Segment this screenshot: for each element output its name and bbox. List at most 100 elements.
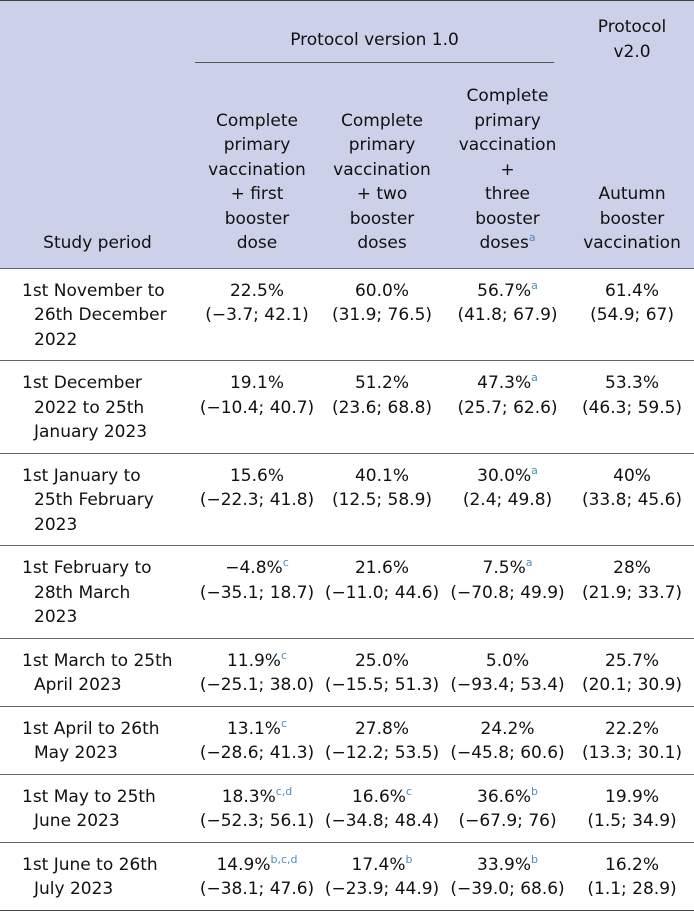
- confidence-interval: (−39.0; 68.6): [450, 879, 565, 899]
- effectiveness-cell: 25.7% (20.1; 30.9): [570, 637, 694, 706]
- effectiveness-value: 36.6%: [477, 786, 532, 807]
- study-period-line: 1st December: [22, 373, 142, 393]
- table-row: 1st May to 25th June 2023 18.3%c,d (−52.3; …: [0, 773, 694, 842]
- effectiveness-cell: 15.6% (−22.3; 41.8): [195, 452, 319, 546]
- confidence-interval: (−38.1; 47.6): [199, 879, 315, 899]
- effectiveness-cell: −4.8%c (−35.1; 18.7): [195, 545, 319, 638]
- effectiveness-cell: 18.3%c,d (−52.3; 56.1): [195, 773, 319, 842]
- effectiveness-value: 19.1%: [229, 373, 284, 393]
- confidence-interval: (13.3; 30.1): [581, 743, 683, 763]
- confidence-interval: (−35.1; 18.7): [199, 582, 315, 603]
- study-period-line: 1st February to: [22, 558, 152, 578]
- study-period-line: 2023: [34, 607, 78, 627]
- effectiveness-cell: 51.2% (23.6; 68.8): [319, 360, 445, 453]
- effectiveness-cell: 24.2% (−45.8; 60.6): [445, 705, 571, 774]
- confidence-interval: (2.4; 49.8): [462, 490, 553, 510]
- col-first-booster-header: Complete primary vaccination + first booster…: [195, 76, 319, 268]
- footnote-marker: c,d: [275, 784, 293, 798]
- effectiveness-cell: 27.8% (−12.2; 53.5): [319, 705, 445, 774]
- effectiveness-cell: 25.0% (−15.5; 51.3): [319, 637, 445, 706]
- effectiveness-value: 40%: [613, 465, 651, 486]
- study-period-line: 26th December: [34, 305, 167, 325]
- effectiveness-cell: 11.9%c (−25.1; 38.0): [195, 637, 319, 706]
- effectiveness-cell: 36.6%b (−67.9; 76): [445, 773, 571, 842]
- study-period-line: 2022 to 25th: [34, 397, 145, 418]
- study-period-line: April 2023: [34, 675, 122, 695]
- col-two-boosters-header: Complete primary vaccination + two booster do…: [319, 76, 445, 268]
- effectiveness-cell: 40.1% (12.5; 58.9): [319, 452, 445, 546]
- col-three-boosters-header: Complete primary vaccination + three booster…: [445, 76, 571, 268]
- study-period-line: 1st March to 25th: [22, 650, 173, 671]
- study-period-cell: 1st January to 25th February 2023: [0, 452, 195, 546]
- effectiveness-cell: 22.2% (13.3; 30.1): [570, 705, 694, 774]
- footnote-marker: a: [531, 371, 538, 384]
- effectiveness-cell: 56.7%a (41.8; 67.9): [445, 267, 571, 361]
- footnote-marker: c: [280, 716, 288, 730]
- study-period-cell: 1st February to 28th March 2023: [0, 545, 195, 638]
- effectiveness-cell: 13.1%c (−28.6; 41.3): [195, 705, 319, 774]
- confidence-interval: (46.3; 59.5): [581, 397, 683, 418]
- effectiveness-value: 25.7%: [605, 650, 660, 671]
- confidence-interval: (−34.8; 48.4): [324, 811, 440, 831]
- header-spacer: [0, 0, 195, 76]
- table-row: 1st November to 26th December 2022 22.5% (−3…: [0, 267, 694, 361]
- effectiveness-value: 56.7%: [477, 280, 532, 301]
- effectiveness-cell: 60.0% (31.9; 76.5): [319, 267, 445, 361]
- study-period-line: July 2023: [34, 879, 114, 899]
- study-period-line: 1st January to: [22, 465, 141, 486]
- footnote-marker: c: [405, 784, 413, 798]
- effectiveness-value: 21.6%: [354, 558, 409, 578]
- study-period-cell: 1st December 2022 to 25th January 2023: [0, 360, 195, 453]
- confidence-interval: (−67.9; 76): [458, 811, 557, 831]
- study-period-line: 2023: [34, 514, 78, 535]
- protocol-v1-header: Protocol version 1.0: [195, 0, 571, 76]
- confidence-interval: (1.5; 34.9): [587, 811, 677, 831]
- study-period-cell: 1st May to 25th June 2023: [0, 773, 195, 842]
- footnote-marker: b,c,d: [270, 852, 298, 866]
- effectiveness-cell: 19.9% (1.5; 34.9): [570, 773, 694, 842]
- effectiveness-cell: 47.3%a (25.7; 62.6): [445, 360, 571, 453]
- effectiveness-value: 13.1%: [226, 718, 281, 739]
- confidence-interval: (−11.0; 44.6): [324, 582, 440, 603]
- protocol-v2-label-line2: v2.0: [613, 41, 651, 62]
- effectiveness-value: 22.5%: [229, 280, 284, 301]
- table-body: 1st November to 26th December 2022 22.5% (−3…: [0, 267, 694, 911]
- effectiveness-value: 22.2%: [605, 718, 660, 739]
- confidence-interval: (−25.1; 38.0): [199, 675, 315, 695]
- confidence-interval: (−15.5; 51.3): [324, 675, 440, 695]
- effectiveness-value: 30.0%: [477, 465, 532, 486]
- table-row: 1st March to 25th April 2023 11.9%c (−25.1;…: [0, 637, 694, 706]
- study-period-line: 1st June to 26th: [22, 854, 158, 875]
- study-period-cell: 1st April to 26th May 2023: [0, 705, 195, 774]
- study-period-cell: 1st November to 26th December 2022: [0, 267, 195, 361]
- effectiveness-cell: 19.1% (−10.4; 40.7): [195, 360, 319, 453]
- study-period-line: 28th March: [34, 582, 131, 603]
- confidence-interval: (−23.9; 44.9): [324, 879, 440, 899]
- study-period-line: January 2023: [34, 422, 148, 442]
- effectiveness-cell: 22.5% (−3.7; 42.1): [195, 267, 319, 361]
- study-period-cell: 1st March to 25th April 2023: [0, 637, 195, 706]
- effectiveness-cell: 16.6%c (−34.8; 48.4): [319, 773, 445, 842]
- protocol-v2-label-line1: Protocol: [597, 17, 667, 37]
- effectiveness-value: 16.6%: [351, 786, 406, 807]
- confidence-interval: (31.9; 76.5): [331, 305, 433, 325]
- table-row: 1st April to 26th May 2023 13.1%c (−28.6; 4…: [0, 705, 694, 774]
- effectiveness-value: 5.0%: [485, 650, 530, 671]
- effectiveness-value: 60.0%: [354, 280, 409, 301]
- confidence-interval: (23.6; 68.8): [331, 397, 433, 418]
- effectiveness-value: 28%: [613, 558, 651, 578]
- footnote-marker: a: [525, 556, 533, 569]
- confidence-interval: (−22.3; 41.8): [199, 490, 315, 510]
- effectiveness-value: 61.4%: [605, 280, 660, 301]
- protocol-v1-label: Protocol version 1.0: [195, 28, 555, 64]
- study-period-line: 1st May to 25th: [22, 786, 156, 807]
- confidence-interval: (−45.8; 60.6): [450, 743, 565, 763]
- confidence-interval: (−12.2; 53.5): [324, 743, 440, 763]
- study-period-line: 1st April to 26th: [22, 718, 160, 739]
- table-row: 1st January to 25th February 2023 15.6% (−22…: [0, 452, 694, 546]
- effectiveness-value: 7.5%: [482, 558, 526, 578]
- study-period-line: 2022: [34, 329, 78, 350]
- effectiveness-cell: 16.2% (1.1; 28.9): [570, 841, 694, 911]
- confidence-interval: (−70.8; 49.9): [450, 582, 565, 603]
- effectiveness-value: −4.8%: [225, 558, 283, 578]
